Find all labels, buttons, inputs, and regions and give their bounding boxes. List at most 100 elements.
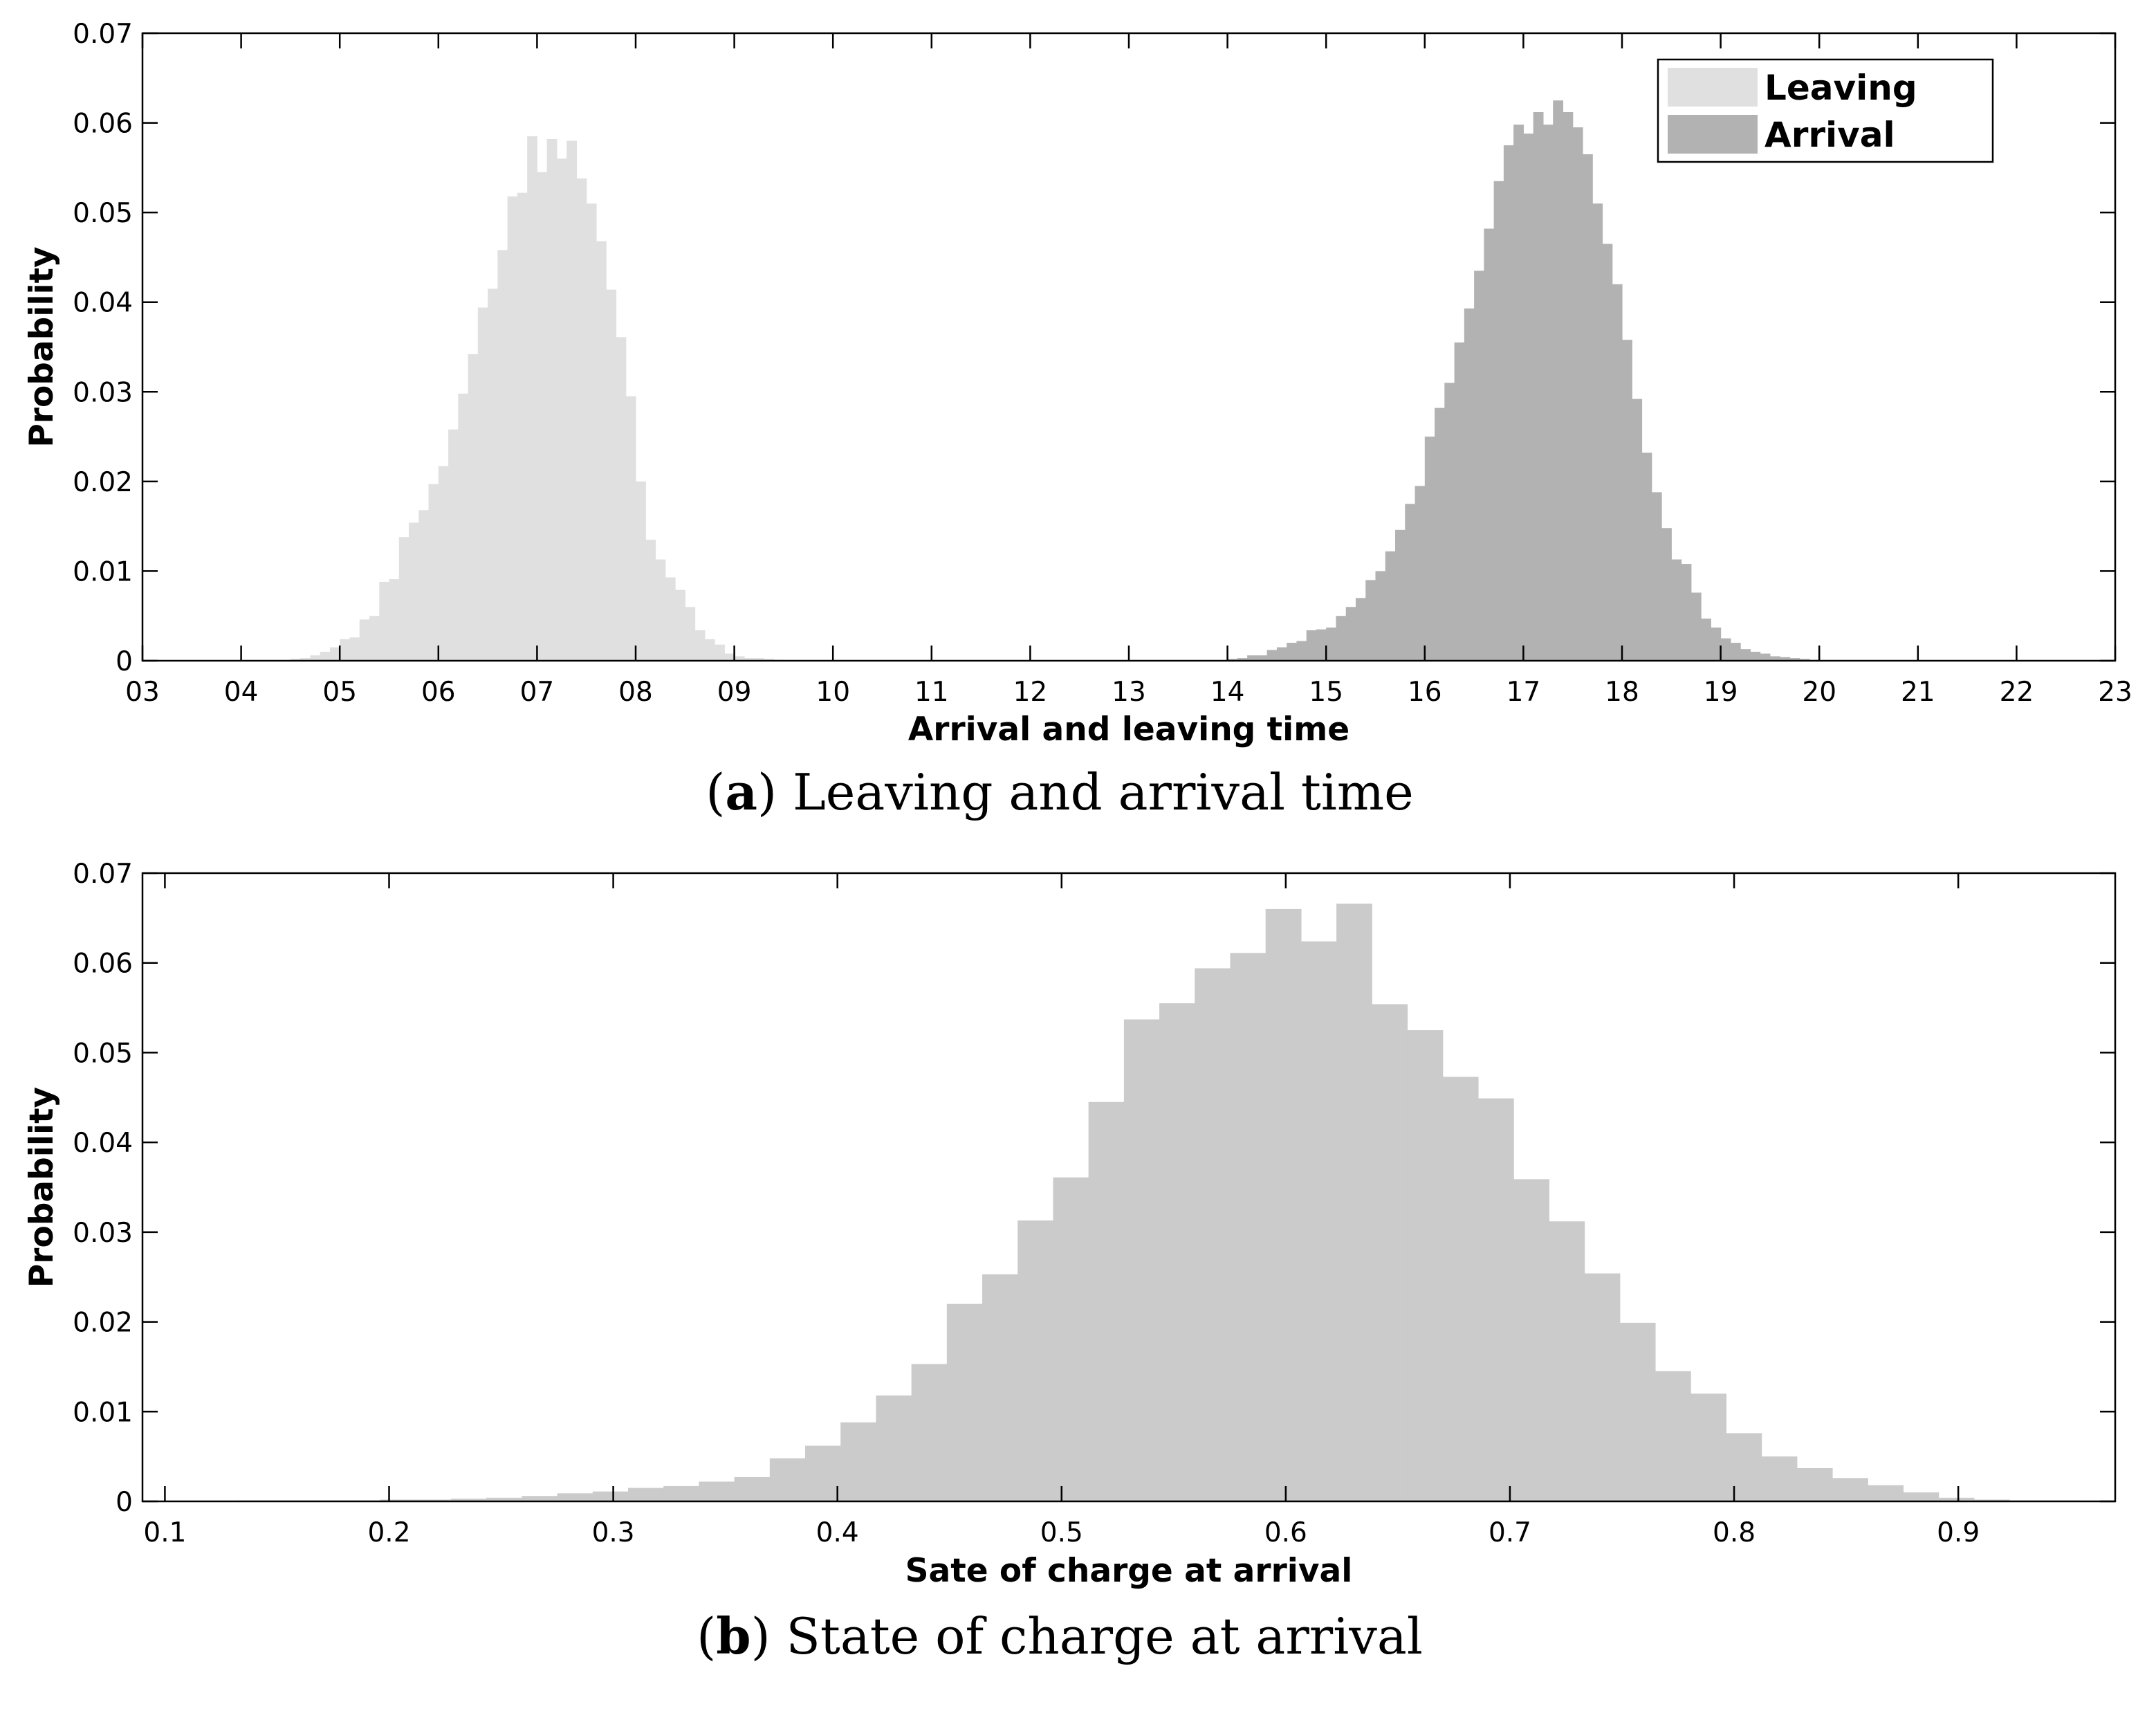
plot-frame bbox=[141, 872, 2117, 1503]
bar bbox=[1584, 1273, 1621, 1501]
y-tick-label: 0.01 bbox=[73, 556, 133, 587]
bar bbox=[1655, 1371, 1691, 1501]
bar bbox=[1549, 1221, 1585, 1501]
bar bbox=[310, 655, 321, 661]
bar bbox=[734, 1476, 771, 1501]
bar bbox=[1454, 342, 1465, 661]
bar bbox=[566, 140, 578, 661]
x-tick-label: 16 bbox=[1408, 677, 1442, 708]
bar bbox=[1602, 244, 1613, 661]
bar bbox=[546, 138, 558, 661]
bar bbox=[1477, 1098, 1514, 1501]
legend-label-arrival: Arrival bbox=[1765, 115, 1895, 155]
bar bbox=[1938, 1497, 1975, 1501]
bar bbox=[1563, 112, 1574, 661]
x-tick-label: 0.3 bbox=[592, 1517, 635, 1548]
bar bbox=[1542, 125, 1554, 661]
x-axis-label: Sate of charge at arrival bbox=[905, 1552, 1353, 1590]
bar bbox=[1464, 308, 1475, 661]
bar bbox=[1355, 598, 1366, 661]
bar bbox=[340, 639, 351, 661]
bar bbox=[1619, 1322, 1656, 1501]
y-tick-label: 0.03 bbox=[73, 377, 133, 408]
legend-swatch-arrival bbox=[1668, 115, 1758, 154]
y-axis-label: Probability bbox=[23, 1087, 61, 1288]
bar bbox=[769, 1458, 806, 1501]
y-tick-label: 0.02 bbox=[73, 467, 133, 498]
y-tick-label: 0.06 bbox=[73, 949, 133, 980]
bar bbox=[694, 630, 706, 661]
bar bbox=[627, 1488, 664, 1501]
x-tick-label: 21 bbox=[1901, 677, 1935, 708]
bar bbox=[1257, 655, 1268, 661]
bar bbox=[527, 136, 537, 661]
bar bbox=[369, 616, 380, 661]
bar bbox=[359, 619, 370, 661]
x-tick-label: 18 bbox=[1605, 677, 1639, 708]
x-tick-label: 09 bbox=[717, 677, 752, 708]
bar bbox=[415, 1499, 452, 1501]
bar bbox=[450, 1499, 487, 1501]
bar bbox=[1671, 559, 1682, 661]
bar bbox=[488, 289, 498, 661]
y-tick-label: 0.07 bbox=[73, 859, 133, 890]
bar bbox=[380, 1499, 416, 1501]
bar bbox=[592, 1491, 629, 1501]
y-tick-label: 0.03 bbox=[73, 1218, 133, 1249]
x-tick-label: 23 bbox=[2098, 677, 2132, 708]
caption-text: State of charge at arrival bbox=[771, 1607, 1423, 1665]
bar bbox=[1237, 658, 1248, 661]
x-tick-label: 10 bbox=[816, 677, 850, 708]
bar bbox=[1407, 1030, 1444, 1501]
x-tick-label: 0.9 bbox=[1937, 1517, 1980, 1548]
y-tick-label: 0.04 bbox=[73, 288, 133, 319]
bar bbox=[1424, 437, 1435, 661]
bar bbox=[398, 537, 409, 661]
bar bbox=[1632, 399, 1643, 661]
x-tick-label: 0.1 bbox=[143, 1517, 186, 1548]
x-tick-label: 12 bbox=[1013, 677, 1048, 708]
caption-text: Leaving and arrival time bbox=[777, 763, 1414, 821]
bar bbox=[576, 178, 587, 661]
bar bbox=[1287, 643, 1298, 661]
bar bbox=[1973, 1499, 2010, 1501]
bar bbox=[1395, 529, 1406, 661]
bar bbox=[586, 203, 597, 661]
bar bbox=[1053, 1177, 1089, 1501]
y-tick-label: 0.05 bbox=[73, 1038, 133, 1069]
bar bbox=[1533, 112, 1544, 661]
bar bbox=[606, 289, 617, 661]
x-tick-label: 14 bbox=[1210, 677, 1245, 708]
bar bbox=[1701, 619, 1711, 661]
bar bbox=[1415, 486, 1426, 661]
bar bbox=[1316, 629, 1327, 661]
x-tick-label: 15 bbox=[1309, 677, 1343, 708]
bar bbox=[1375, 571, 1386, 661]
bar bbox=[1372, 1004, 1408, 1501]
bar bbox=[320, 652, 331, 661]
x-tick-label: 0.5 bbox=[1040, 1517, 1083, 1548]
legend: Leaving Arrival bbox=[1657, 58, 1994, 163]
bar bbox=[645, 540, 656, 661]
x-tick-label: 06 bbox=[421, 677, 456, 708]
bar bbox=[1789, 658, 1800, 661]
bar bbox=[655, 559, 666, 661]
bar bbox=[744, 658, 755, 661]
bar bbox=[409, 522, 419, 661]
bar bbox=[1572, 127, 1583, 661]
bar bbox=[699, 1481, 735, 1501]
bar bbox=[389, 579, 400, 661]
x-tick-label: 0.6 bbox=[1264, 1517, 1307, 1548]
bar bbox=[1726, 1433, 1762, 1501]
bar bbox=[1503, 145, 1514, 661]
series-soc bbox=[238, 904, 2081, 1501]
bar bbox=[1513, 1179, 1549, 1501]
bar bbox=[1661, 528, 1672, 661]
y-tick-label: 0 bbox=[116, 646, 133, 677]
bar bbox=[1651, 492, 1662, 661]
caption-paren-close: ) bbox=[751, 1607, 771, 1665]
bar bbox=[1612, 284, 1623, 661]
bar bbox=[1405, 504, 1416, 661]
bar bbox=[1276, 647, 1287, 661]
bar bbox=[1345, 607, 1356, 661]
